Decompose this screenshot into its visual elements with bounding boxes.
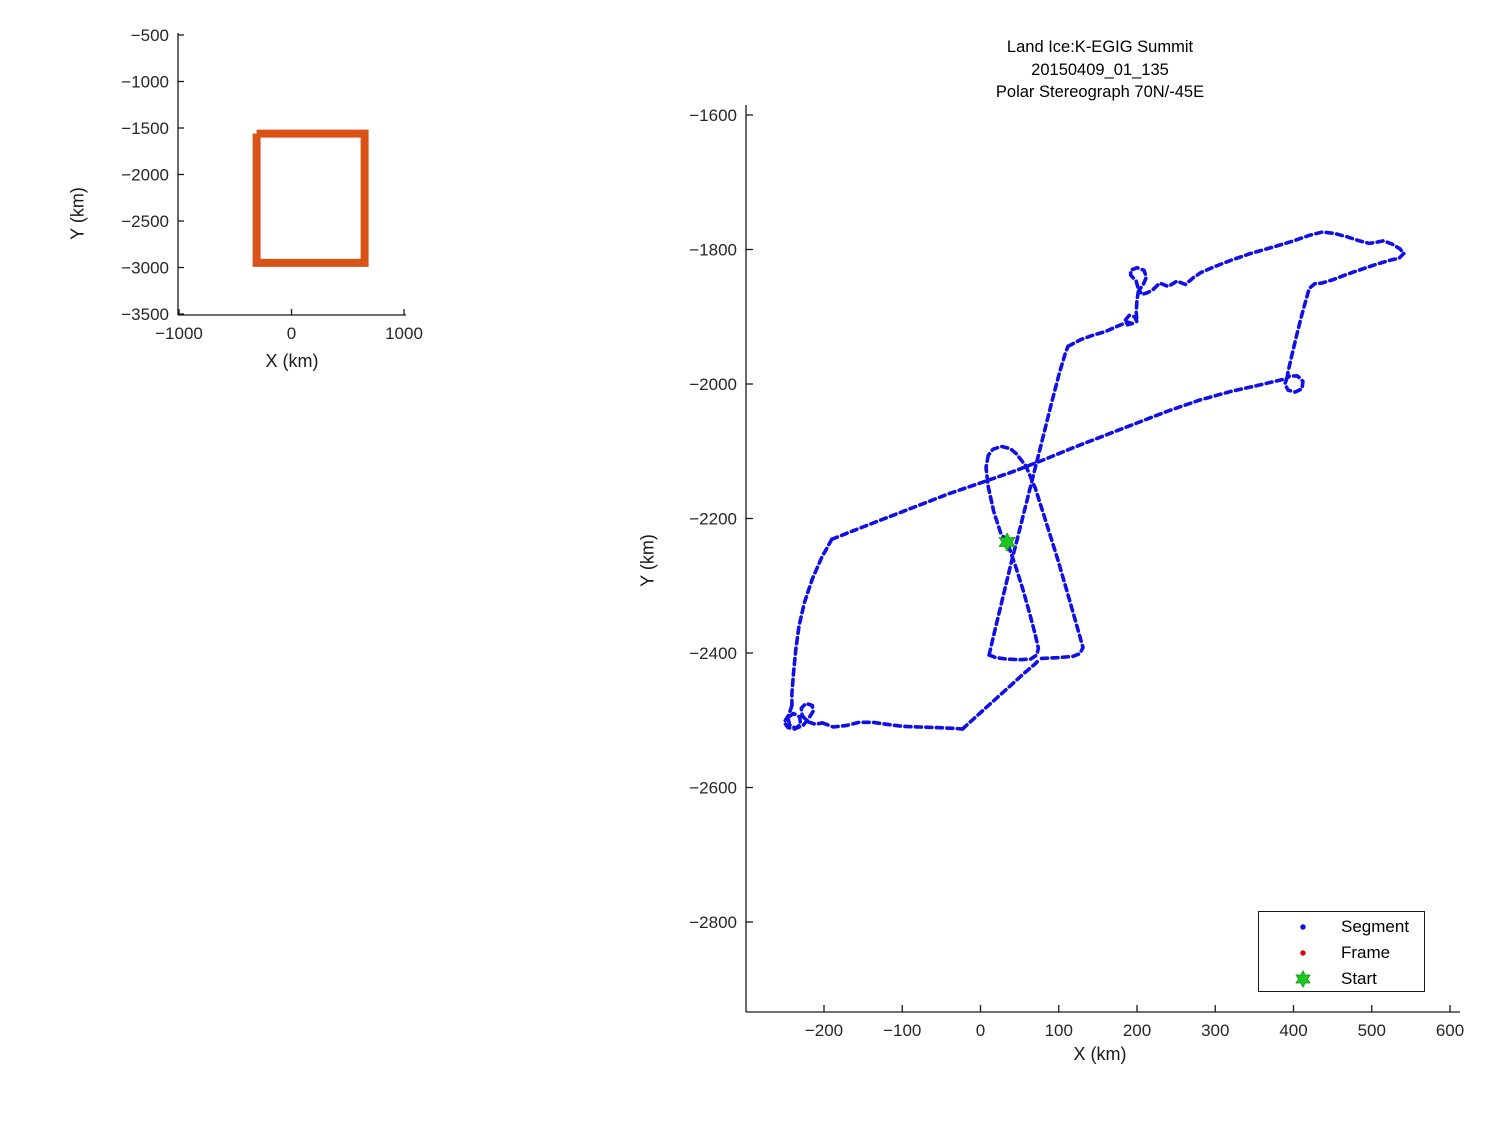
overview-ylabel: Y (km) [67,187,88,240]
svg-text:−3500: −3500 [121,305,169,324]
legend-label-frame: Frame [1341,943,1391,962]
svg-text:600: 600 [1436,1021,1464,1040]
legend-label-segment: Segment [1341,917,1410,936]
start-hexagram-icon [1290,968,1316,990]
svg-text:200: 200 [1123,1021,1151,1040]
title-line-2: 20150409_01_135 [1031,60,1169,79]
title-line-3: Polar Stereograph 70N/-45E [995,83,1205,101]
track-plot-title: Land Ice:K-EGIG Summit 20150409_01_135 P… [820,36,1380,104]
svg-text:−2400: −2400 [689,644,737,663]
legend: Segment Frame Start [1258,911,1425,992]
svg-text:−2200: −2200 [689,510,737,529]
svg-text:−1000: −1000 [121,73,169,92]
overview-xlabel: X (km) [265,351,319,371]
svg-text:300: 300 [1201,1021,1229,1040]
svg-text:400: 400 [1279,1021,1307,1040]
svg-text:1000: 1000 [385,324,423,343]
svg-text:100: 100 [1045,1021,1073,1040]
svg-text:500: 500 [1358,1021,1386,1040]
svg-text:−1500: −1500 [121,119,169,138]
start-marker [998,532,1016,552]
svg-text:0: 0 [976,1021,985,1040]
title-line-1: Land Ice:K-EGIG Summit [1006,38,1194,56]
svg-text:−200: −200 [805,1021,843,1040]
svg-text:−2500: −2500 [121,212,169,231]
legend-row-segment: Segment [1259,914,1424,940]
legend-row-frame: Frame [1259,940,1424,966]
svg-text:−1800: −1800 [689,241,737,260]
legend-row-start: Start [1259,966,1424,992]
svg-text:−2000: −2000 [121,166,169,185]
segment-dot-icon [1290,916,1316,938]
track-ylabel: Y (km) [637,534,658,587]
svg-text:−500: −500 [131,26,169,45]
track-xlabel: X (km) [1073,1044,1127,1064]
svg-text:−1000: −1000 [155,324,203,343]
svg-text:−2600: −2600 [689,779,737,798]
svg-text:−3000: −3000 [121,259,169,278]
track-plot: −200 −100 0 100 200 300 400 500 600 −1600 −1800 −20… [689,105,1464,1040]
frame-dot-icon [1290,942,1316,964]
svg-text:−2800: −2800 [689,913,737,932]
svg-text:0: 0 [287,324,296,343]
svg-text:−100: −100 [883,1021,921,1040]
svg-text:−1600: −1600 [689,106,737,125]
overview-plot: −1000 0 1000 −500 −1000 −1500 −2000 −2500 −3000 −… [121,26,423,343]
legend-label-start: Start [1341,969,1377,988]
svg-text:−2000: −2000 [689,375,737,394]
